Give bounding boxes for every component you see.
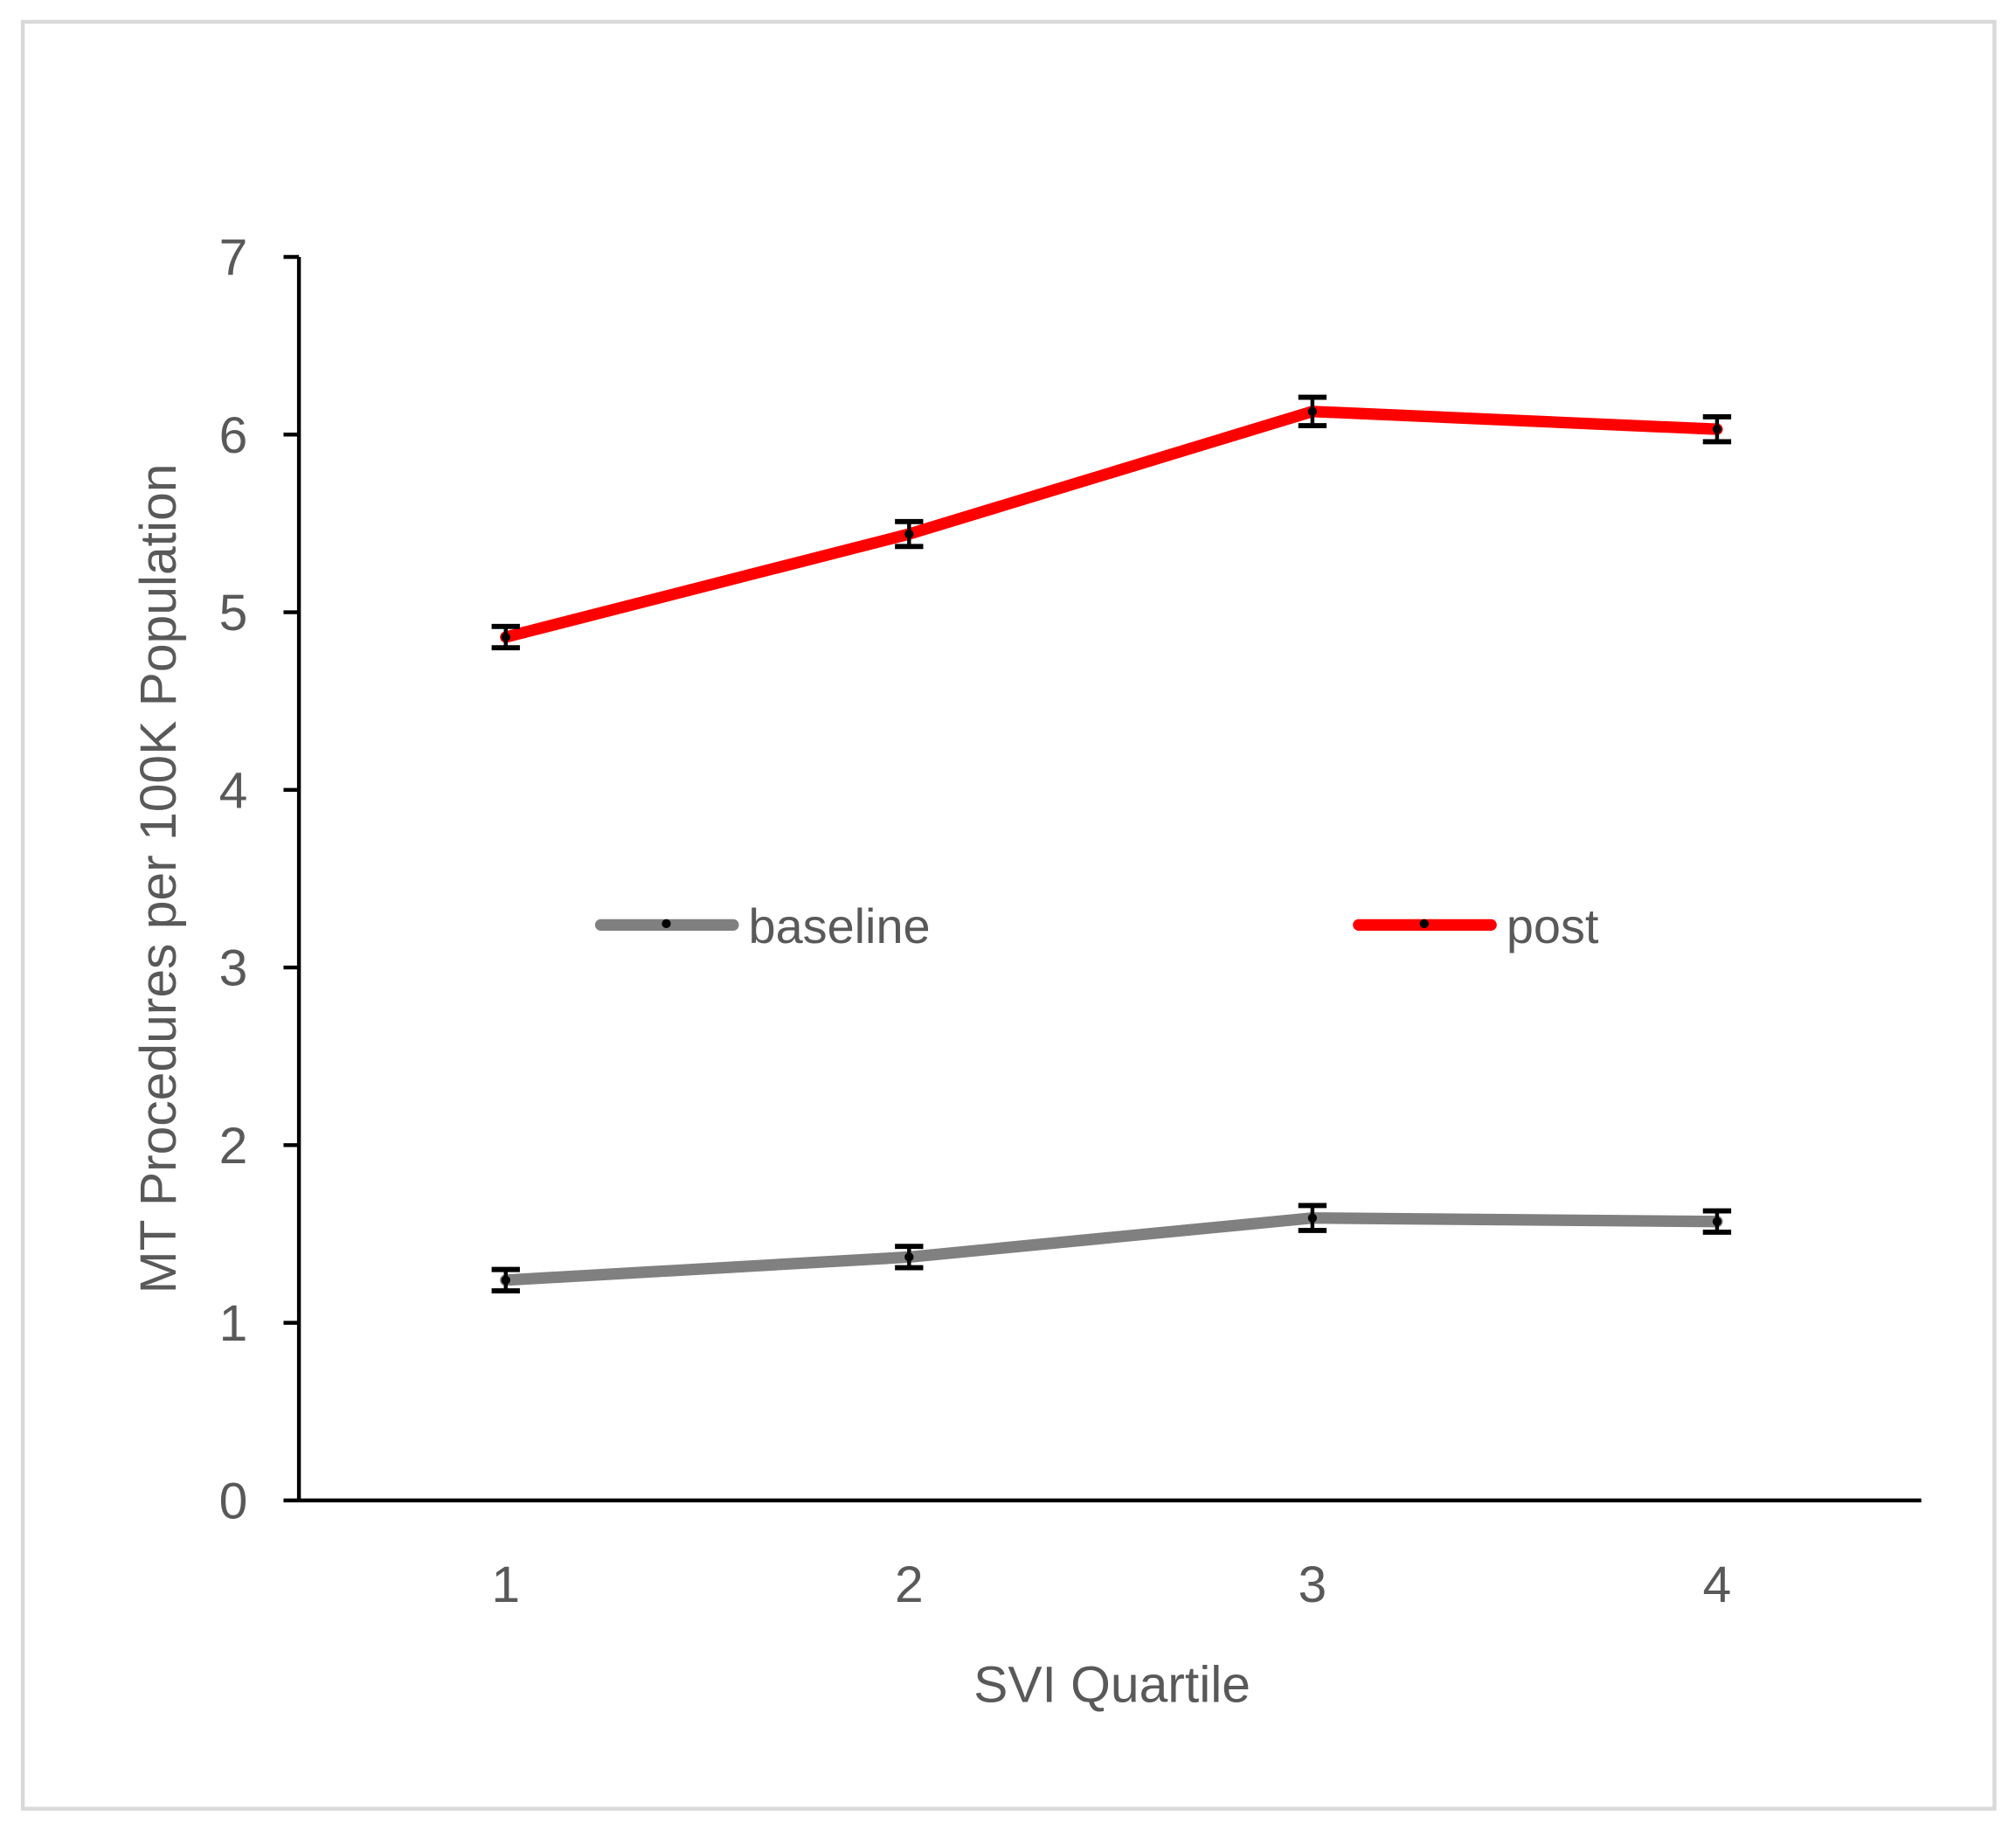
y-tick-label: 1: [219, 1295, 248, 1352]
x-axis-label: SVI Quartile: [973, 1657, 1250, 1714]
data-point-baseline: [904, 1252, 914, 1262]
x-tick-label: 3: [1299, 1556, 1327, 1613]
legend-label: post: [1507, 898, 1599, 953]
chart-border: [20, 19, 1997, 1811]
y-tick-label: 5: [219, 585, 248, 641]
axes: 0 1 2 3 4 5 6 7 1 2 3 4: [219, 230, 1922, 1613]
legend: baseline post: [594, 898, 1599, 953]
y-tick-label: 0: [219, 1473, 248, 1529]
legend-marker: [662, 918, 671, 929]
legend-marker: [1419, 918, 1429, 929]
series-line-baseline: [500, 1212, 1723, 1286]
y-tick-label: 4: [219, 762, 248, 819]
data-point-post: [501, 632, 510, 642]
data-point-post: [904, 529, 914, 539]
legend-item-post: post: [1353, 898, 1599, 953]
data-point-post: [1712, 425, 1722, 434]
legend-label: baseline: [749, 898, 931, 953]
data-point-post: [1307, 406, 1318, 416]
data-point-baseline: [501, 1275, 510, 1285]
y-tick-label: 7: [219, 230, 248, 287]
legend-item-baseline: baseline: [594, 898, 931, 953]
data-point-baseline: [1307, 1213, 1318, 1223]
series-line-post: [500, 406, 1723, 643]
y-tick-label: 2: [219, 1118, 248, 1175]
x-tick-label: 2: [895, 1556, 924, 1613]
x-tick-label: 4: [1703, 1556, 1732, 1613]
y-tick-label: 3: [219, 940, 248, 997]
x-tick-label: 1: [491, 1556, 520, 1613]
y-axis-label: MT Procedures per 100K Population: [130, 464, 187, 1294]
y-tick-label: 6: [219, 407, 248, 464]
series-group: [491, 394, 1732, 1293]
data-point-baseline: [1712, 1217, 1722, 1226]
